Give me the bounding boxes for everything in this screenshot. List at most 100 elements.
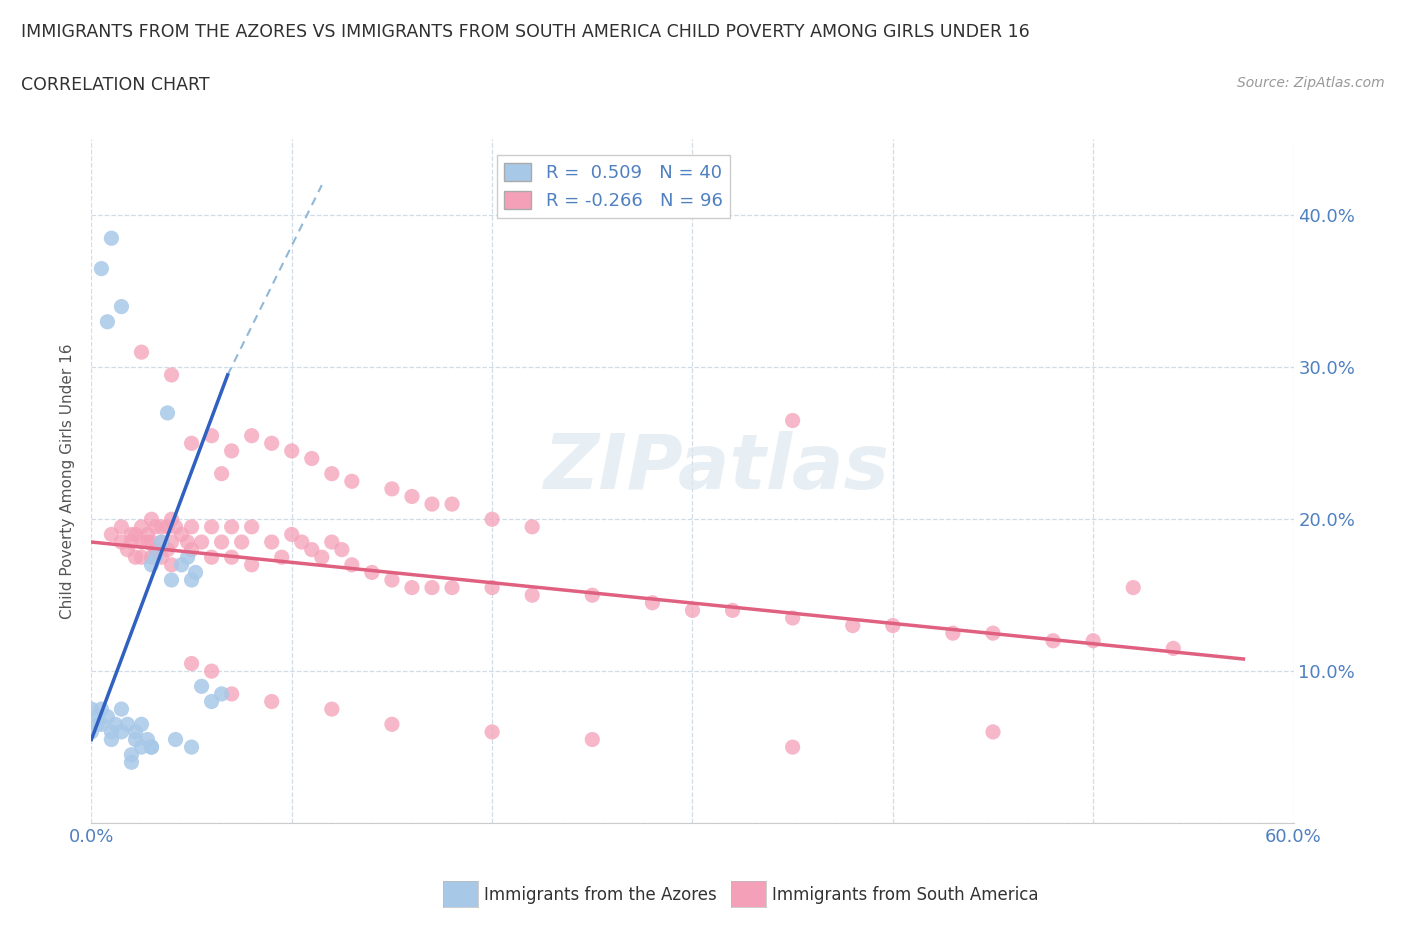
Point: [117, 542, 139, 557]
Point: [156, 520, 179, 535]
Text: ZIPatlas: ZIPatlas: [544, 431, 890, 505]
Point: [260, 535, 283, 550]
Point: [90, 717, 112, 732]
Point: [145, 550, 167, 565]
Point: [141, 739, 163, 754]
Point: [381, 717, 404, 732]
Point: [141, 739, 163, 754]
Point: [160, 512, 183, 526]
Point: [201, 550, 224, 565]
Point: [150, 535, 173, 550]
Point: [260, 436, 283, 451]
Point: [124, 550, 146, 565]
Point: [440, 580, 463, 595]
Point: [201, 429, 224, 444]
Point: [180, 657, 202, 671]
Point: [160, 573, 183, 588]
Point: [211, 686, 233, 701]
Point: [145, 542, 167, 557]
Point: [401, 580, 423, 595]
Point: [311, 550, 333, 565]
Point: [104, 717, 127, 732]
Point: [165, 520, 187, 535]
Point: [136, 732, 159, 747]
Point: [260, 694, 283, 709]
Point: [221, 686, 243, 701]
Point: [180, 573, 202, 588]
Point: [86, 710, 108, 724]
Point: [131, 550, 153, 565]
Point: [522, 520, 544, 535]
Point: [201, 664, 224, 679]
Point: [121, 535, 143, 550]
Point: [90, 702, 112, 717]
Point: [981, 626, 1004, 641]
Point: [136, 535, 159, 550]
Point: [156, 405, 179, 420]
Point: [100, 527, 122, 542]
Point: [420, 580, 443, 595]
Point: [80, 724, 103, 739]
Point: [150, 520, 173, 535]
Point: [180, 436, 202, 451]
Point: [301, 451, 323, 466]
Point: [110, 520, 132, 535]
Point: [401, 489, 423, 504]
Point: [160, 557, 183, 572]
Point: [522, 588, 544, 603]
Point: [681, 603, 703, 618]
Point: [1122, 580, 1144, 595]
Point: [110, 702, 132, 717]
Point: [121, 755, 143, 770]
Point: [481, 512, 503, 526]
Legend: R =  0.509   N = 40, R = -0.266   N = 96: R = 0.509 N = 40, R = -0.266 N = 96: [498, 155, 730, 218]
Point: [176, 550, 198, 565]
Point: [141, 512, 163, 526]
Point: [131, 717, 153, 732]
Point: [124, 527, 146, 542]
Point: [481, 580, 503, 595]
Point: [481, 724, 503, 739]
Point: [581, 588, 603, 603]
Point: [100, 732, 122, 747]
Point: [156, 542, 179, 557]
Point: [96, 710, 118, 724]
Point: [291, 535, 314, 550]
Point: [201, 694, 224, 709]
Point: [1163, 641, 1185, 656]
Point: [782, 413, 804, 428]
Point: [381, 573, 404, 588]
Point: [641, 595, 664, 610]
Point: [301, 542, 323, 557]
Point: [841, 618, 863, 633]
Point: [882, 618, 904, 633]
Point: [190, 679, 212, 694]
Point: [131, 345, 153, 360]
Point: [184, 565, 207, 580]
Point: [131, 739, 153, 754]
Point: [170, 527, 193, 542]
Point: [330, 542, 353, 557]
Point: [221, 550, 243, 565]
Point: [90, 261, 112, 276]
Point: [231, 535, 253, 550]
Point: [141, 557, 163, 572]
Point: [581, 732, 603, 747]
Point: [110, 535, 132, 550]
Point: [360, 565, 382, 580]
Point: [121, 527, 143, 542]
Text: Immigrants from the Azores: Immigrants from the Azores: [484, 885, 717, 904]
Point: [136, 527, 159, 542]
Point: [221, 520, 243, 535]
Point: [165, 732, 187, 747]
Point: [942, 626, 965, 641]
Point: [110, 299, 132, 314]
Point: [420, 497, 443, 512]
Text: IMMIGRANTS FROM THE AZORES VS IMMIGRANTS FROM SOUTH AMERICA CHILD POVERTY AMONG : IMMIGRANTS FROM THE AZORES VS IMMIGRANTS…: [21, 23, 1029, 41]
Point: [141, 535, 163, 550]
Point: [211, 535, 233, 550]
Point: [141, 550, 163, 565]
Point: [340, 474, 363, 489]
Point: [981, 724, 1004, 739]
Point: [270, 550, 292, 565]
